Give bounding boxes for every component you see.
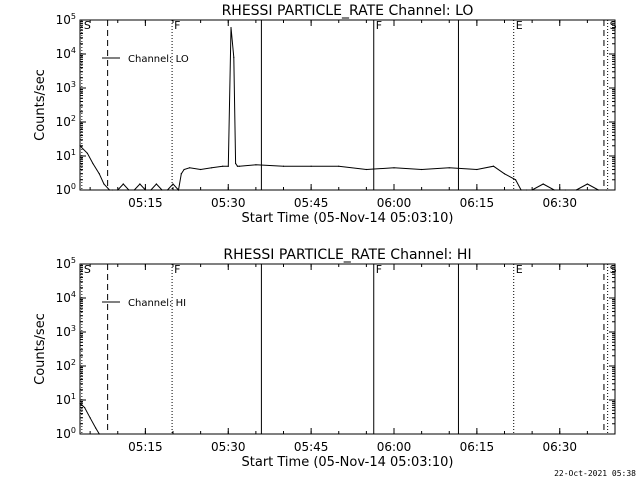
y-tick-label: 102 [56, 358, 76, 373]
data-point [211, 167, 213, 169]
data-point [514, 179, 517, 181]
data-point [86, 152, 88, 154]
y-tick-label: 104 [56, 290, 76, 305]
data-point [103, 183, 105, 185]
y-axis-label: Counts/sec [33, 69, 48, 141]
data-point [236, 165, 239, 167]
data-point [338, 165, 340, 167]
data-point [238, 165, 240, 167]
x-tick-label: 05:45 [294, 440, 329, 454]
data-point [122, 183, 124, 185]
data-point [492, 165, 495, 167]
data-point [155, 183, 158, 185]
x-tick-label: 05:30 [211, 196, 246, 210]
chart-panel-2: RHESSI PARTICLE_RATE Channel: HIS F F E SCha… [33, 247, 617, 470]
x-axis-label: Start Time (05-Nov-14 05:03:10) [242, 211, 454, 226]
y-tick-label: 103 [56, 324, 76, 339]
data-point [188, 167, 191, 169]
marker-label: E [516, 263, 523, 276]
data-point [476, 168, 478, 171]
data-point [95, 427, 97, 429]
x-tick-label: 06:15 [460, 196, 495, 210]
data-point [89, 417, 91, 419]
marker-label: E [516, 19, 523, 32]
y-tick-label: 101 [56, 392, 76, 407]
chart-title: RHESSI PARTICLE_RATE Channel: LO [222, 3, 474, 19]
data-point [230, 26, 232, 29]
y-tick-label: 104 [56, 46, 76, 61]
data-point [255, 164, 257, 166]
data-point [235, 162, 237, 165]
x-tick-label: 05:30 [211, 440, 246, 454]
data-point [233, 56, 235, 58]
data-point [172, 183, 174, 185]
x-tick-label: 05:15 [128, 196, 163, 210]
chart-panel-1: RHESSI PARTICLE_RATE Channel: LOS F F E SCha… [33, 3, 617, 226]
marker-label: F [174, 263, 180, 276]
marker-label: F [376, 263, 382, 276]
data-point [92, 162, 94, 165]
data-point [227, 165, 229, 167]
data-point [84, 406, 86, 409]
data-point [365, 168, 367, 171]
y-tick-label: 100 [56, 182, 76, 197]
marker-label: S [84, 19, 91, 32]
y-tick-label: 100 [56, 426, 76, 441]
plot-frame [79, 263, 616, 435]
y-tick-label: 102 [56, 114, 76, 129]
data-point [542, 183, 544, 185]
y-axis-label: Counts/sec [33, 313, 48, 385]
series-line [79, 27, 607, 192]
data-point [421, 168, 423, 171]
x-tick-label: 06:30 [542, 440, 577, 454]
marker-label: F [376, 19, 382, 32]
x-tick-label: 06:30 [542, 196, 577, 210]
y-tick-label: 105 [56, 256, 76, 271]
data-point [200, 168, 202, 171]
y-tick-label: 103 [56, 80, 76, 95]
x-tick-label: 06:00 [377, 196, 412, 210]
data-point [183, 168, 185, 171]
marker-label: S [84, 263, 91, 276]
y-tick-label: 101 [56, 148, 76, 163]
data-point [393, 167, 395, 169]
legend-label: Channel: HI [128, 298, 186, 309]
data-point [310, 165, 312, 167]
x-tick-label: 06:00 [377, 440, 412, 454]
y-tick-label: 105 [56, 12, 76, 27]
data-point [139, 183, 141, 185]
plot-frame [79, 19, 616, 191]
data-point [503, 173, 506, 175]
data-point [586, 183, 588, 185]
legend-label: Channel: LO [128, 54, 189, 65]
x-tick-label: 06:15 [460, 440, 495, 454]
marker-label: F [174, 19, 180, 32]
chart-title: RHESSI PARTICLE_RATE Channel: HI [223, 247, 471, 263]
data-point [222, 165, 224, 167]
x-tick-label: 05:15 [128, 440, 163, 454]
x-axis-label: Start Time (05-Nov-14 05:03:10) [242, 455, 454, 470]
data-point [98, 173, 100, 175]
date-stamp: 22-Oct-2021 05:38 [554, 469, 636, 478]
x-tick-label: 05:45 [294, 196, 329, 210]
data-point [448, 167, 450, 169]
data-point [180, 173, 182, 175]
data-point [282, 165, 285, 167]
